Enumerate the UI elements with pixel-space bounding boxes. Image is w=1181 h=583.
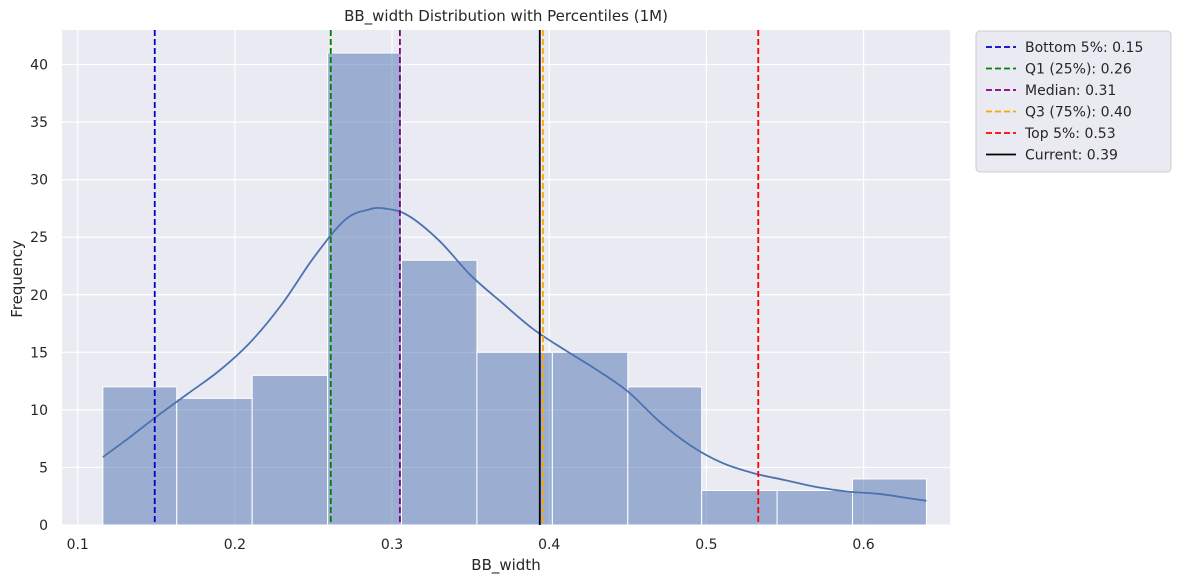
histogram-bar xyxy=(327,52,402,526)
x-axis-ticks: 0.1 0.2 0.3 0.4 0.5 0.6 xyxy=(67,537,875,553)
y-tick-label: 40 xyxy=(30,58,48,74)
histogram-bars xyxy=(102,52,927,526)
legend-label: Q3 (75%): 0.40 xyxy=(1025,105,1132,121)
histogram-bar xyxy=(176,397,253,526)
histogram-bar xyxy=(627,386,703,526)
x-axis-title: BB_width xyxy=(471,556,540,575)
x-tick-label: 0.5 xyxy=(695,537,717,553)
legend-label: Bottom 5%: 0.15 xyxy=(1025,40,1143,56)
legend-label: Median: 0.31 xyxy=(1025,83,1116,99)
histogram-bar xyxy=(400,259,478,526)
y-tick-label: 0 xyxy=(39,518,48,534)
y-axis-ticks: 0 5 10 15 20 25 30 35 40 xyxy=(30,58,48,534)
y-tick-label: 10 xyxy=(30,403,48,419)
x-tick-label: 0.2 xyxy=(224,537,246,553)
histogram-bar xyxy=(476,351,553,526)
kde-curve xyxy=(102,206,927,502)
x-tick-label: 0.4 xyxy=(538,537,560,553)
y-axis-title: Frequency xyxy=(8,240,26,318)
y-tick-label: 20 xyxy=(30,288,48,304)
legend-label: Current: 0.39 xyxy=(1025,148,1118,164)
histogram-bar xyxy=(251,374,329,526)
legend: Bottom 5%: 0.15 Q1 (25%): 0.26 Median: 0.3… xyxy=(975,30,1172,173)
y-tick-label: 30 xyxy=(30,173,48,189)
histogram-bar xyxy=(776,489,854,526)
legend-label: Top 5%: 0.53 xyxy=(1024,126,1116,142)
percentile-lines xyxy=(153,30,760,525)
x-tick-label: 0.3 xyxy=(381,537,403,553)
x-tick-label: 0.1 xyxy=(67,537,89,553)
legend-label: Q1 (25%): 0.26 xyxy=(1025,62,1132,78)
histogram-bar xyxy=(852,478,927,526)
x-tick-label: 0.6 xyxy=(852,537,874,553)
y-tick-label: 5 xyxy=(39,460,48,476)
y-tick-label: 35 xyxy=(30,115,48,131)
y-tick-label: 15 xyxy=(30,345,48,361)
histogram-bar xyxy=(701,489,778,526)
y-tick-label: 25 xyxy=(30,230,48,246)
kde-curve-layer xyxy=(102,206,927,502)
histogram-bar xyxy=(551,351,629,526)
legend-frame xyxy=(975,30,1172,173)
chart-title: BB_width Distribution with Percentiles (… xyxy=(344,7,668,26)
histogram-bar xyxy=(102,386,178,526)
